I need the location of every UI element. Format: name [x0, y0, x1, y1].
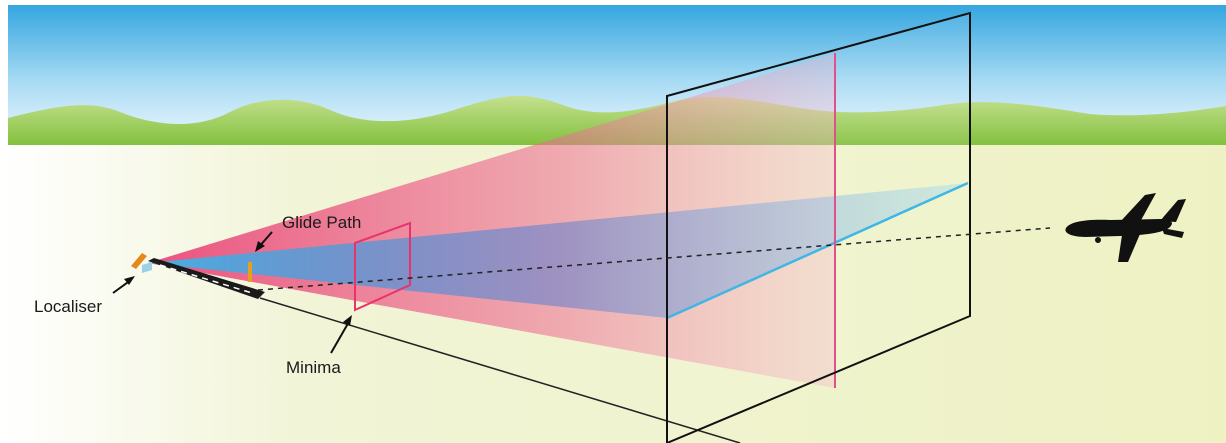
minima-pointer-arrow	[330, 315, 352, 354]
glide-path-antenna-icon	[248, 262, 252, 282]
glide-path-beam	[148, 183, 968, 318]
glide-path-pointer-arrow	[255, 231, 273, 252]
glide-path-label: Glide Path	[282, 213, 361, 232]
minima-label: Minima	[286, 358, 341, 377]
minima-gate	[354, 221, 411, 312]
localiser-antenna-icon	[131, 253, 147, 269]
glide-path-edge-line	[666, 181, 969, 320]
approach-path	[257, 227, 1051, 291]
runway-icon	[142, 258, 265, 299]
localiser-label: Localiser	[34, 297, 102, 316]
aircraft-icon	[1065, 193, 1186, 262]
ground-reference-line	[259, 297, 741, 443]
localiser-pointer-arrow	[112, 276, 135, 294]
approach-plane-frame	[666, 11, 971, 443]
